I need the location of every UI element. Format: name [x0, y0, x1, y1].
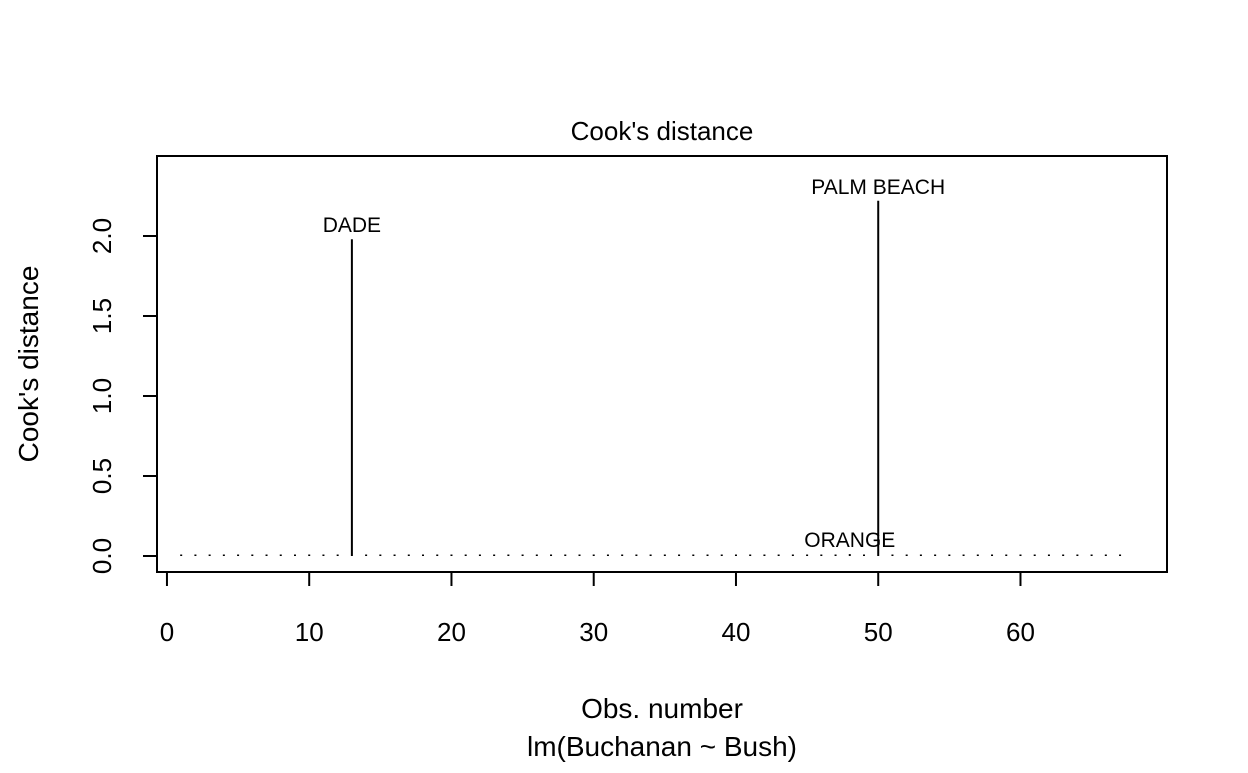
x-tick-label: 40 [722, 617, 751, 647]
x-tick-label: 50 [864, 617, 893, 647]
point-label: PALM BEACH [811, 176, 945, 199]
x-tick-label: 60 [1006, 617, 1035, 647]
bars-layer [180, 200, 1122, 556]
y-tick-label: 1.0 [87, 378, 117, 414]
y-tick-label: 1.5 [87, 298, 117, 334]
y-tick-label: 0.5 [87, 458, 117, 494]
x-tick-label: 10 [295, 617, 324, 647]
y-tick-label: 0.0 [87, 538, 117, 574]
y-axis: 0.0 0.5 1.0 1.5 2.0 [87, 218, 158, 574]
x-tick-label: 20 [437, 617, 466, 647]
plot-frame [156, 155, 1168, 573]
point-label: ORANGE [804, 529, 895, 552]
x-axis: 0 10 20 30 40 50 60 [160, 571, 1035, 647]
annotations-layer: DADE PALM BEACH ORANGE [323, 176, 945, 552]
chart-subtitle: lm(Buchanan ~ Bush) [527, 731, 797, 762]
y-axis-title: Cook's distance [13, 266, 44, 463]
chart-title: Cook's distance [571, 116, 754, 146]
x-tick-label: 30 [579, 617, 608, 647]
x-axis-title: Obs. number [581, 693, 743, 724]
point-label: DADE [323, 214, 381, 237]
y-tick-label: 2.0 [87, 218, 117, 254]
x-tick-label: 0 [160, 617, 174, 647]
